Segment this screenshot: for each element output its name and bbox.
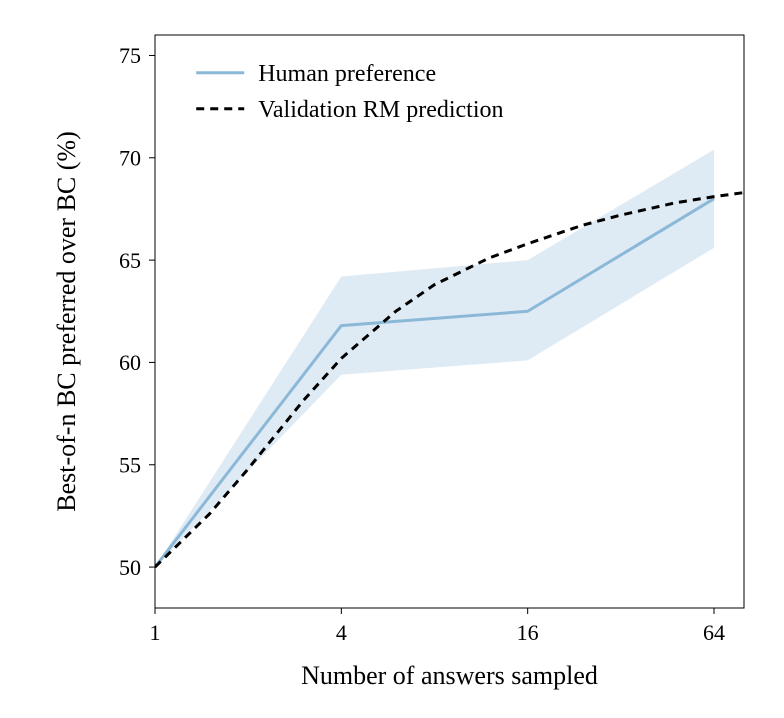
y-tick-label: 60 — [119, 350, 141, 375]
x-tick-label: 1 — [150, 620, 161, 645]
y-tick-label: 50 — [119, 555, 141, 580]
y-tick-label: 70 — [119, 145, 141, 170]
line-chart: 1 4 16 64 50 55 60 65 70 75 Number of answers samp… — [0, 0, 784, 718]
y-tick-label: 55 — [119, 452, 141, 477]
x-axis-label: Number of answers sampled — [301, 661, 598, 690]
x-tick-label: 4 — [336, 620, 347, 645]
y-tick-label: 65 — [119, 248, 141, 273]
y-axis-label: Best-of-n BC preferred over BC (%) — [52, 131, 81, 512]
legend-label: Human preference — [258, 61, 436, 87]
y-tick-label: 75 — [119, 43, 141, 68]
x-tick-label: 16 — [517, 620, 539, 645]
legend-label: Validation RM prediction — [258, 97, 503, 123]
x-tick-label: 64 — [703, 620, 725, 645]
chart-container: 1 4 16 64 50 55 60 65 70 75 Number of answers samp… — [0, 0, 784, 718]
